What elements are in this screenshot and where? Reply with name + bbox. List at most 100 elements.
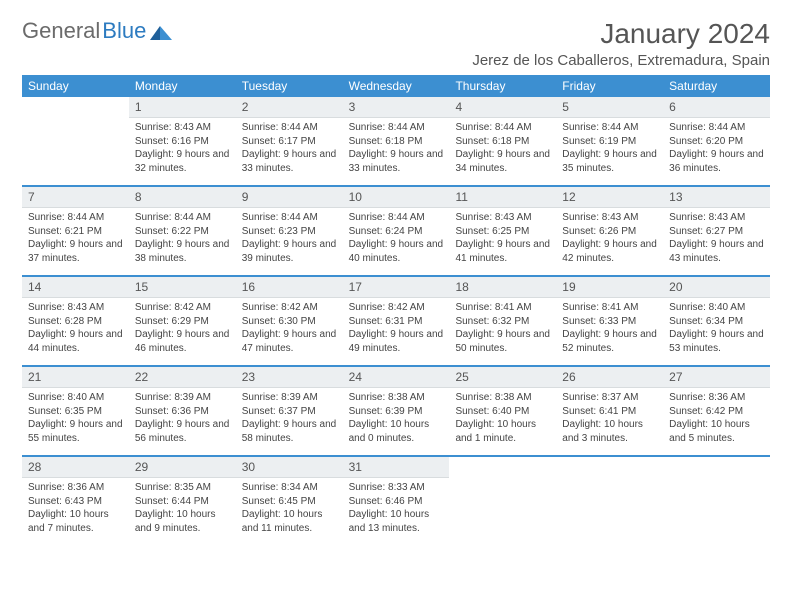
day-content: Sunrise: 8:44 AMSunset: 6:17 PMDaylight:… xyxy=(236,118,343,180)
sunrise-text: Sunrise: 8:36 AM xyxy=(669,391,764,405)
sunset-text: Sunset: 6:45 PM xyxy=(242,495,337,509)
day-number: 5 xyxy=(556,97,663,118)
sunrise-text: Sunrise: 8:44 AM xyxy=(28,211,123,225)
sunrise-text: Sunrise: 8:44 AM xyxy=(242,121,337,135)
day-content xyxy=(22,102,129,110)
weekday-header: Thursday xyxy=(449,75,556,97)
sunset-text: Sunset: 6:16 PM xyxy=(135,135,230,149)
day-content: Sunrise: 8:42 AMSunset: 6:30 PMDaylight:… xyxy=(236,298,343,360)
calendar-day-cell: 18Sunrise: 8:41 AMSunset: 6:32 PMDayligh… xyxy=(449,277,556,365)
sunset-text: Sunset: 6:35 PM xyxy=(28,405,123,419)
sunrise-text: Sunrise: 8:43 AM xyxy=(28,301,123,315)
calendar-week-row: 28Sunrise: 8:36 AMSunset: 6:43 PMDayligh… xyxy=(22,455,770,545)
day-number: 31 xyxy=(343,457,450,478)
day-number: 19 xyxy=(556,277,663,298)
day-content: Sunrise: 8:38 AMSunset: 6:39 PMDaylight:… xyxy=(343,388,450,450)
day-content: Sunrise: 8:37 AMSunset: 6:41 PMDaylight:… xyxy=(556,388,663,450)
calendar-day-cell: 1Sunrise: 8:43 AMSunset: 6:16 PMDaylight… xyxy=(129,97,236,185)
calendar-day-cell: 28Sunrise: 8:36 AMSunset: 6:43 PMDayligh… xyxy=(22,457,129,545)
day-content: Sunrise: 8:38 AMSunset: 6:40 PMDaylight:… xyxy=(449,388,556,450)
sunrise-text: Sunrise: 8:33 AM xyxy=(349,481,444,495)
sunset-text: Sunset: 6:41 PM xyxy=(562,405,657,419)
calendar-week-row: 7Sunrise: 8:44 AMSunset: 6:21 PMDaylight… xyxy=(22,185,770,275)
daylight-text: Daylight: 9 hours and 53 minutes. xyxy=(669,328,764,355)
sunset-text: Sunset: 6:27 PM xyxy=(669,225,764,239)
logo-text-1: General xyxy=(22,18,100,44)
calendar-day-cell: 23Sunrise: 8:39 AMSunset: 6:37 PMDayligh… xyxy=(236,367,343,455)
day-content: Sunrise: 8:44 AMSunset: 6:18 PMDaylight:… xyxy=(343,118,450,180)
day-content: Sunrise: 8:44 AMSunset: 6:23 PMDaylight:… xyxy=(236,208,343,270)
daylight-text: Daylight: 10 hours and 1 minute. xyxy=(455,418,550,445)
calendar-day-cell: 22Sunrise: 8:39 AMSunset: 6:36 PMDayligh… xyxy=(129,367,236,455)
sunset-text: Sunset: 6:46 PM xyxy=(349,495,444,509)
daylight-text: Daylight: 9 hours and 34 minutes. xyxy=(455,148,550,175)
daylight-text: Daylight: 9 hours and 35 minutes. xyxy=(562,148,657,175)
sunset-text: Sunset: 6:19 PM xyxy=(562,135,657,149)
day-content: Sunrise: 8:36 AMSunset: 6:42 PMDaylight:… xyxy=(663,388,770,450)
location: Jerez de los Caballeros, Extremadura, Sp… xyxy=(472,52,770,69)
day-number: 10 xyxy=(343,187,450,208)
day-content: Sunrise: 8:43 AMSunset: 6:25 PMDaylight:… xyxy=(449,208,556,270)
calendar-day-cell: 31 Sunrise: 8:33 AMSunset: 6:46 PMDayligh… xyxy=(343,457,450,545)
calendar-day-cell: 25Sunrise: 8:38 AMSunset: 6:40 PMDayligh… xyxy=(449,367,556,455)
sunrise-text: Sunrise: 8:44 AM xyxy=(455,121,550,135)
day-number: 28 xyxy=(22,457,129,478)
day-content: Sunrise: 8:43 AMSunset: 6:26 PMDaylight:… xyxy=(556,208,663,270)
daylight-text: Daylight: 10 hours and 13 minutes. xyxy=(349,508,444,535)
calendar-day-cell: 20Sunrise: 8:40 AMSunset: 6:34 PMDayligh… xyxy=(663,277,770,365)
calendar: Sunday Monday Tuesday Wednesday Thursday… xyxy=(22,75,770,545)
calendar-day-cell: 11Sunrise: 8:43 AMSunset: 6:25 PMDayligh… xyxy=(449,187,556,275)
calendar-day-cell xyxy=(449,457,556,545)
daylight-text: Daylight: 9 hours and 58 minutes. xyxy=(242,418,337,445)
calendar-day-cell: 24Sunrise: 8:38 AMSunset: 6:39 PMDayligh… xyxy=(343,367,450,455)
day-content: Sunrise: 8:34 AMSunset: 6:45 PMDaylight:… xyxy=(236,478,343,540)
sunset-text: Sunset: 6:23 PM xyxy=(242,225,337,239)
sunset-text: Sunset: 6:42 PM xyxy=(669,405,764,419)
sunset-text: Sunset: 6:18 PM xyxy=(455,135,550,149)
day-content xyxy=(556,462,663,470)
day-number: 29 xyxy=(129,457,236,478)
day-number: 9 xyxy=(236,187,343,208)
sunset-text: Sunset: 6:44 PM xyxy=(135,495,230,509)
sunset-text: Sunset: 6:22 PM xyxy=(135,225,230,239)
daylight-text: Daylight: 9 hours and 55 minutes. xyxy=(28,418,123,445)
sunset-text: Sunset: 6:37 PM xyxy=(242,405,337,419)
day-content: Sunrise: 8:42 AMSunset: 6:29 PMDaylight:… xyxy=(129,298,236,360)
sunset-text: Sunset: 6:39 PM xyxy=(349,405,444,419)
day-number: 3 xyxy=(343,97,450,118)
day-content: Sunrise: 8:43 AMSunset: 6:16 PMDaylight:… xyxy=(129,118,236,180)
title-block: January 2024 Jerez de los Caballeros, Ex… xyxy=(472,18,770,69)
sunrise-text: Sunrise: 8:39 AM xyxy=(242,391,337,405)
calendar-header-row: Sunday Monday Tuesday Wednesday Thursday… xyxy=(22,75,770,97)
sunset-text: Sunset: 6:28 PM xyxy=(28,315,123,329)
calendar-day-cell: 26Sunrise: 8:37 AMSunset: 6:41 PMDayligh… xyxy=(556,367,663,455)
day-number: 14 xyxy=(22,277,129,298)
daylight-text: Daylight: 9 hours and 52 minutes. xyxy=(562,328,657,355)
calendar-day-cell: 3Sunrise: 8:44 AMSunset: 6:18 PMDaylight… xyxy=(343,97,450,185)
day-number: 26 xyxy=(556,367,663,388)
calendar-day-cell: 30Sunrise: 8:34 AMSunset: 6:45 PMDayligh… xyxy=(236,457,343,545)
weekday-header: Monday xyxy=(129,75,236,97)
sunset-text: Sunset: 6:31 PM xyxy=(349,315,444,329)
day-number: 2 xyxy=(236,97,343,118)
daylight-text: Daylight: 9 hours and 50 minutes. xyxy=(455,328,550,355)
daylight-text: Daylight: 9 hours and 49 minutes. xyxy=(349,328,444,355)
weekday-header: Tuesday xyxy=(236,75,343,97)
calendar-week-row: 1Sunrise: 8:43 AMSunset: 6:16 PMDaylight… xyxy=(22,97,770,185)
sunrise-text: Sunrise: 8:42 AM xyxy=(135,301,230,315)
daylight-text: Daylight: 10 hours and 0 minutes. xyxy=(349,418,444,445)
calendar-day-cell: 10Sunrise: 8:44 AMSunset: 6:24 PMDayligh… xyxy=(343,187,450,275)
sunset-text: Sunset: 6:43 PM xyxy=(28,495,123,509)
daylight-text: Daylight: 10 hours and 3 minutes. xyxy=(562,418,657,445)
daylight-text: Daylight: 9 hours and 43 minutes. xyxy=(669,238,764,265)
day-content: Sunrise: 8:43 AMSunset: 6:28 PMDaylight:… xyxy=(22,298,129,360)
day-content: Sunrise: 8:44 AMSunset: 6:18 PMDaylight:… xyxy=(449,118,556,180)
weekday-header: Sunday xyxy=(22,75,129,97)
daylight-text: Daylight: 9 hours and 33 minutes. xyxy=(242,148,337,175)
calendar-day-cell: 16Sunrise: 8:42 AMSunset: 6:30 PMDayligh… xyxy=(236,277,343,365)
sunrise-text: Sunrise: 8:44 AM xyxy=(669,121,764,135)
sunrise-text: Sunrise: 8:43 AM xyxy=(135,121,230,135)
day-number: 20 xyxy=(663,277,770,298)
sunrise-text: Sunrise: 8:42 AM xyxy=(349,301,444,315)
sunrise-text: Sunrise: 8:41 AM xyxy=(562,301,657,315)
